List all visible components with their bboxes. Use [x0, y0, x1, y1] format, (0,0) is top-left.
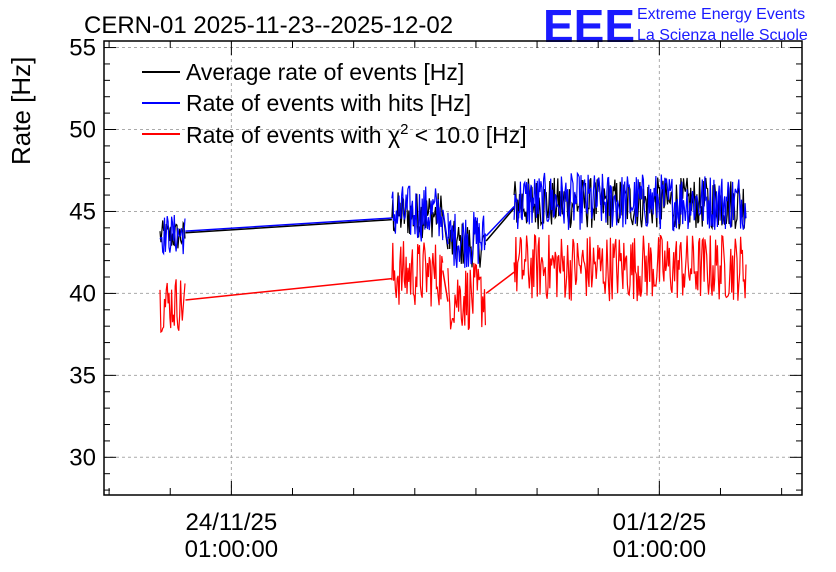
series-2 — [159, 233, 747, 334]
legend-label-hits: Rate of events with hits [Hz] — [186, 90, 471, 116]
series-2-segment-0 — [159, 279, 186, 334]
series-layer — [159, 171, 747, 334]
eee-logo: EEE Extreme Energy Events La Scienza nel… — [543, 0, 808, 52]
y-tick-label-40: 40 — [69, 280, 96, 307]
tick-labels: 30354045505524/11/2501:00:0001/12/2501:0… — [69, 35, 706, 563]
series-2-connector-0 — [185, 277, 392, 301]
axes — [103, 40, 803, 496]
x-tick-time-0: 01:00:00 — [185, 536, 278, 563]
series-2-connector-1 — [442, 270, 449, 302]
series-1-segment-0 — [159, 214, 186, 256]
series-0-connector-2 — [485, 207, 515, 242]
y-tick-label-45: 45 — [69, 198, 96, 225]
y-axis-label: Rate [Hz] — [6, 57, 36, 165]
x-tick-time-1: 01:00:00 — [613, 536, 706, 563]
chart-title: CERN-01 2025-11-23--2025-12-02 — [84, 12, 453, 39]
series-1 — [159, 171, 747, 268]
series-1-connector-0 — [185, 217, 392, 232]
series-1-connector-1 — [442, 209, 449, 245]
y-tick-label-55: 55 — [69, 35, 96, 62]
series-2-segment-2 — [447, 262, 486, 330]
logo-line2: La Scienza nelle Scuole — [637, 27, 808, 44]
logo-mark: EEE — [543, 0, 635, 52]
x-tick-date-1: 01/12/25 — [613, 509, 706, 536]
series-1-segment-2 — [447, 211, 486, 268]
y-tick-label-30: 30 — [69, 444, 96, 471]
series-1-segment-1 — [391, 185, 444, 242]
legend-label-avg: Average rate of events [Hz] — [186, 59, 464, 85]
series-1-segment-3 — [513, 171, 747, 232]
logo-line1: Extreme Energy Events — [637, 6, 805, 23]
series-2-segment-1 — [391, 241, 444, 307]
legend: Average rate of events [Hz] Rate of even… — [142, 59, 527, 148]
series-2-connector-2 — [485, 271, 515, 295]
series-1-connector-2 — [485, 206, 515, 237]
plot-frame — [103, 40, 803, 496]
series-0-connector-0 — [185, 218, 392, 234]
series-2-segment-3 — [513, 233, 747, 302]
x-tick-date-0: 24/11/25 — [186, 509, 278, 536]
y-tick-label-50: 50 — [69, 117, 96, 144]
y-tick-label-35: 35 — [69, 362, 96, 389]
legend-label-chi2: Rate of events with χ2 < 10.0 [Hz] — [186, 121, 527, 148]
grid-lines — [104, 41, 802, 495]
